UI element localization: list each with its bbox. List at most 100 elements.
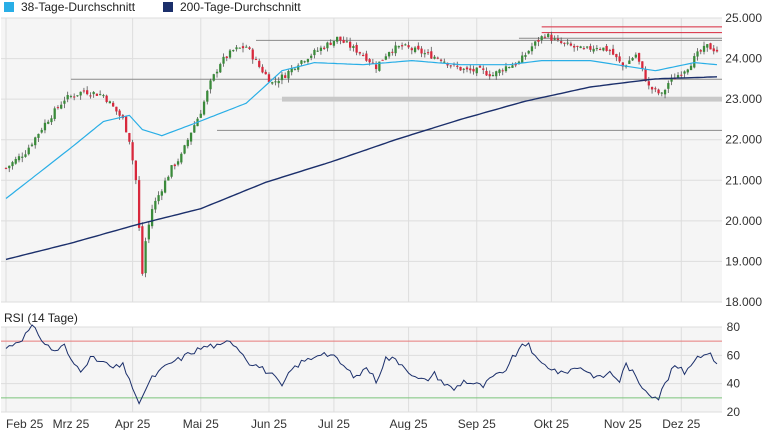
- candle-body: [586, 46, 589, 48]
- candle-body: [663, 89, 667, 95]
- candle-body: [449, 65, 452, 67]
- price-tick-label: 23.000: [725, 92, 762, 106]
- candle-body: [267, 74, 271, 83]
- candle-body: [391, 51, 394, 53]
- candle-body: [582, 48, 586, 50]
- candle-body: [660, 92, 663, 94]
- candle-body: [108, 101, 112, 104]
- candle-body: [589, 46, 592, 50]
- price-panel-background: [1, 18, 722, 302]
- candle-body: [637, 53, 641, 62]
- price-tick-label: 22.000: [725, 133, 762, 147]
- candle-body: [465, 67, 469, 70]
- candle-body: [430, 51, 433, 59]
- candle-body: [69, 96, 73, 98]
- candle-body: [137, 180, 141, 228]
- candle-body: [394, 45, 397, 54]
- rsi-tick-label: 40: [727, 377, 741, 391]
- candle-body: [706, 44, 709, 48]
- rsi-grid: [1, 326, 722, 413]
- x-tick-label: Mai 25: [183, 417, 219, 430]
- candle-body: [297, 65, 300, 70]
- candle-body: [540, 36, 543, 41]
- candle-body: [86, 90, 89, 95]
- candle-body: [313, 49, 316, 56]
- candle-body: [426, 52, 430, 54]
- candle-body: [225, 56, 228, 58]
- candle-body: [66, 95, 69, 100]
- candle-body: [608, 50, 611, 52]
- candle-body: [410, 48, 413, 51]
- candle-body: [407, 45, 410, 48]
- candle-body: [53, 108, 56, 119]
- candle-body: [488, 74, 491, 77]
- candle-body: [40, 129, 43, 133]
- candle-body: [374, 64, 378, 70]
- x-tick-label: Nov 25: [604, 417, 642, 430]
- candle-body: [602, 47, 605, 51]
- candle-body: [186, 139, 189, 147]
- rsi-y-axis: 20 40 60 80: [727, 320, 741, 419]
- candle-body: [371, 62, 374, 64]
- candle-body: [303, 61, 306, 63]
- candle-body: [336, 36, 339, 42]
- candle-body: [598, 49, 602, 51]
- candle-body: [310, 55, 313, 58]
- candle-body: [183, 145, 186, 154]
- candle-body: [306, 59, 310, 62]
- candle-body: [323, 47, 326, 49]
- candle-body: [573, 45, 576, 48]
- candle-body: [478, 65, 482, 68]
- candle-body: [82, 90, 86, 92]
- candle-body: [397, 46, 400, 48]
- x-tick-label: Jul 25: [318, 417, 350, 430]
- candle-body: [128, 133, 131, 142]
- candle-body: [147, 224, 150, 240]
- candle-body: [99, 94, 102, 96]
- candle-body: [264, 71, 267, 75]
- candle-body: [131, 142, 134, 161]
- candle-body: [206, 90, 209, 102]
- candle-body: [667, 83, 670, 89]
- candle-body: [387, 52, 391, 57]
- candle-body: [560, 41, 563, 43]
- candle-body: [413, 47, 417, 52]
- candle-body: [261, 66, 264, 73]
- candle-body: [222, 56, 225, 64]
- candle-body: [654, 88, 657, 90]
- candle-body: [79, 91, 82, 96]
- legend: 38-Tage-Durchschnitt 200-Tage-Durchschni…: [4, 0, 301, 14]
- candle-body: [676, 75, 680, 78]
- candle-body: [280, 74, 284, 81]
- price-tick-label: 25.000: [725, 11, 762, 25]
- price-tick-label: 18.000: [725, 295, 762, 309]
- candle-body: [556, 38, 560, 41]
- candle-body: [508, 67, 511, 69]
- candle-body: [530, 46, 534, 52]
- candle-body: [34, 137, 37, 146]
- candle-body: [456, 65, 459, 67]
- candle-body: [102, 95, 105, 97]
- candle-body: [521, 55, 524, 64]
- candle-body: [219, 64, 222, 73]
- candle-body: [702, 45, 706, 52]
- candle-body: [254, 59, 258, 61]
- candle-body: [349, 41, 352, 48]
- candle-body: [319, 47, 323, 51]
- candle-body: [459, 66, 462, 71]
- candle-body: [8, 165, 11, 169]
- candle-body: [566, 42, 569, 44]
- candle-body: [163, 180, 167, 193]
- x-tick-label: Mrz 25: [53, 417, 90, 430]
- candle-body: [683, 71, 686, 74]
- candle-body: [436, 57, 439, 59]
- candle-body: [462, 68, 465, 70]
- candle-body: [115, 106, 118, 112]
- candle-body: [482, 68, 485, 70]
- candle-body: [284, 75, 287, 78]
- x-tick-label: Okt 25: [534, 417, 570, 430]
- candle-body: [63, 100, 66, 104]
- candle-body: [618, 56, 621, 62]
- candle-body: [715, 49, 719, 52]
